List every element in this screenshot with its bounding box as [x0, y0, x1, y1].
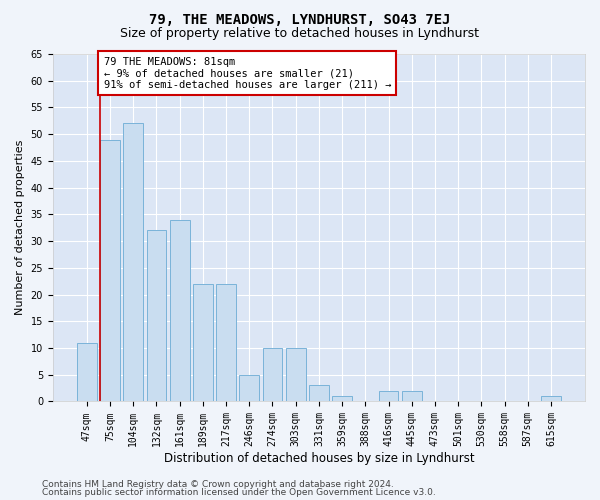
- Bar: [309, 386, 329, 402]
- Text: 79 THE MEADOWS: 81sqm
← 9% of detached houses are smaller (21)
91% of semi-detac: 79 THE MEADOWS: 81sqm ← 9% of detached h…: [104, 56, 391, 90]
- Bar: [77, 342, 97, 402]
- Text: Contains public sector information licensed under the Open Government Licence v3: Contains public sector information licen…: [42, 488, 436, 497]
- Y-axis label: Number of detached properties: Number of detached properties: [15, 140, 25, 316]
- Bar: [263, 348, 283, 402]
- Bar: [146, 230, 166, 402]
- Bar: [332, 396, 352, 402]
- Bar: [193, 284, 213, 402]
- Bar: [124, 124, 143, 402]
- Text: Contains HM Land Registry data © Crown copyright and database right 2024.: Contains HM Land Registry data © Crown c…: [42, 480, 394, 489]
- Bar: [402, 391, 422, 402]
- Bar: [170, 220, 190, 402]
- Bar: [541, 396, 561, 402]
- Bar: [379, 391, 398, 402]
- X-axis label: Distribution of detached houses by size in Lyndhurst: Distribution of detached houses by size …: [164, 452, 474, 465]
- Bar: [239, 374, 259, 402]
- Bar: [216, 284, 236, 402]
- Bar: [286, 348, 305, 402]
- Text: Size of property relative to detached houses in Lyndhurst: Size of property relative to detached ho…: [121, 28, 479, 40]
- Bar: [100, 140, 120, 402]
- Text: 79, THE MEADOWS, LYNDHURST, SO43 7EJ: 79, THE MEADOWS, LYNDHURST, SO43 7EJ: [149, 12, 451, 26]
